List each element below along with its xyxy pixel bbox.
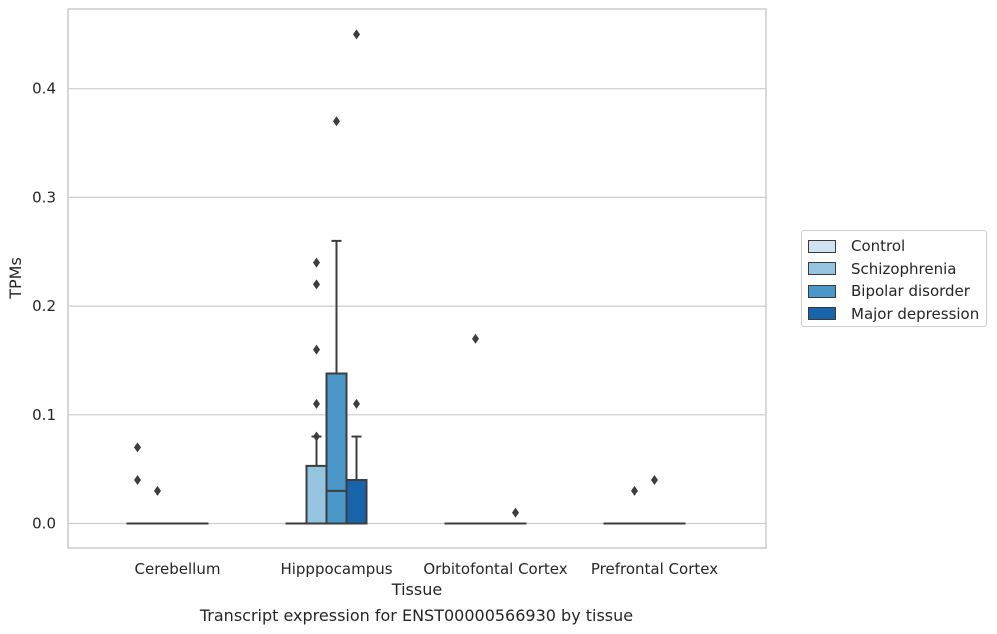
box xyxy=(325,372,348,525)
y-tick-labels: 0.0 0.1 0.2 0.3 0.4 xyxy=(32,80,56,533)
outlier-point xyxy=(512,507,519,518)
y-tick-label: 0.2 xyxy=(32,297,56,315)
legend-swatch xyxy=(808,262,836,276)
outlier-point xyxy=(313,398,320,409)
outlier-point xyxy=(353,398,360,409)
x-tick-label: Orbitofontal Cortex xyxy=(423,560,567,578)
legend-item: Control xyxy=(808,235,986,258)
legend-item: Bipolar disorder xyxy=(808,280,986,303)
y-tick-label: 0.1 xyxy=(32,406,56,424)
legend-label: Schizophrenia xyxy=(851,259,957,278)
legend-label: Bipolar disorder xyxy=(851,282,970,301)
outlier-point xyxy=(134,442,141,453)
box xyxy=(305,464,328,525)
outlier-point xyxy=(313,344,320,355)
x-tick-label: Cerebellum xyxy=(135,560,221,578)
outlier-point xyxy=(154,485,161,496)
outlier-point xyxy=(333,116,340,127)
y-tick-label: 0.0 xyxy=(32,515,56,533)
legend-swatch xyxy=(808,239,836,253)
x-tick-label: Hipppocampus xyxy=(280,560,392,578)
x-tick-labels: Cerebellum Hipppocampus Orbitofontal Corte… xyxy=(135,560,719,578)
outlier-point xyxy=(631,485,638,496)
grid-lines xyxy=(68,88,766,525)
outlier-point xyxy=(651,475,658,486)
legend-label: Control xyxy=(851,237,906,256)
y-axis-title: TPMs xyxy=(6,257,25,300)
legend-swatch xyxy=(808,284,836,298)
plot-area-frame xyxy=(67,8,767,549)
outlier-point xyxy=(472,333,479,344)
y-tick-label: 0.4 xyxy=(32,80,56,98)
legend-item: Schizophrenia xyxy=(808,258,986,281)
outlier-point xyxy=(313,257,320,268)
boxes xyxy=(126,29,686,525)
box xyxy=(345,479,368,525)
outlier-point xyxy=(313,431,320,442)
x-axis-title: Tissue xyxy=(391,580,442,599)
y-tick-label: 0.3 xyxy=(32,188,56,206)
legend-label: Major depression xyxy=(851,304,980,323)
outlier-point xyxy=(353,29,360,40)
outlier-point xyxy=(313,279,320,290)
legend-swatch xyxy=(808,307,836,321)
legend-item: Major depression xyxy=(808,303,986,326)
outlier-point xyxy=(134,475,141,486)
chart-caption: Transcript expression for ENST0000056693… xyxy=(199,606,634,625)
x-tick-label: Prefrontal Cortex xyxy=(591,560,718,578)
legend: Control Schizophrenia Bipolar disorder Majo… xyxy=(801,230,987,327)
